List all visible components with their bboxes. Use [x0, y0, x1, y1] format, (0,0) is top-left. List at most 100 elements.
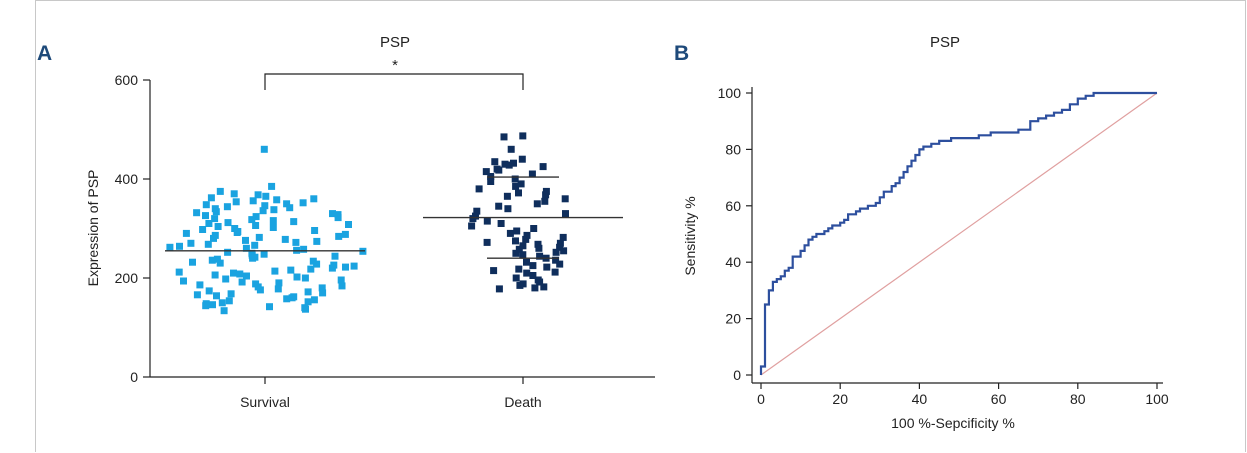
panel-b-y-tick-label: 40 [725, 254, 741, 270]
data-point-survival [193, 291, 201, 299]
panel-a-label: A [37, 42, 52, 65]
data-point-survival [218, 299, 226, 307]
panel-b-x-tick-label: 80 [1070, 391, 1086, 407]
data-point-survival [242, 236, 249, 244]
data-point-survival [236, 270, 244, 278]
panel-b-y-tick-label: 100 [718, 85, 742, 101]
data-point-death [491, 158, 499, 166]
panel-b-y-tick-label: 60 [725, 198, 741, 214]
data-point-survival [300, 245, 308, 253]
data-point-death [469, 215, 477, 223]
panel-b-x-tick-label: 0 [757, 391, 765, 407]
data-point-death [540, 283, 548, 291]
data-point-death [562, 210, 569, 218]
data-point-survival [249, 254, 257, 262]
data-point-survival [328, 264, 336, 272]
data-point-death [503, 192, 511, 200]
data-point-survival [290, 218, 298, 226]
data-point-survival [254, 191, 262, 199]
panel-b-x-tick-label: 40 [912, 391, 928, 407]
figure-frame [35, 0, 1246, 452]
data-point-survival [230, 190, 238, 198]
data-point-survival [311, 227, 319, 234]
panel-a-x-tick-label: Death [504, 394, 541, 410]
data-point-survival [293, 273, 301, 281]
data-point-survival [196, 281, 204, 289]
data-point-survival [310, 296, 318, 304]
panel-b-x-tick-label: 20 [832, 391, 848, 407]
data-point-death [519, 242, 527, 250]
data-point-survival [189, 258, 196, 266]
data-point-death [551, 268, 559, 276]
data-point-death [519, 251, 527, 259]
data-point-survival [301, 274, 309, 282]
data-point-survival [224, 219, 232, 227]
panel-b: B PSP Sensitivity % 100 %-Sepcificity % … [674, 34, 1169, 431]
data-point-survival [302, 305, 309, 313]
data-point-survival [208, 256, 216, 264]
data-point-death [515, 265, 523, 273]
data-point-survival [345, 221, 352, 228]
data-point-survival [216, 259, 224, 267]
data-point-survival [175, 268, 183, 276]
data-point-survival [335, 232, 343, 240]
data-point-death [510, 159, 517, 167]
data-point-survival [292, 238, 300, 246]
data-point-survival [273, 196, 281, 204]
data-point-death [529, 262, 537, 270]
data-point-death [560, 247, 568, 255]
data-point-survival [313, 260, 321, 268]
data-point-survival [342, 263, 349, 271]
data-point-survival [260, 145, 268, 153]
data-point-survival [338, 282, 346, 290]
data-point-survival [260, 250, 268, 258]
data-point-death [556, 243, 564, 251]
data-point-death [523, 269, 531, 277]
panel-b-label: B [674, 42, 689, 65]
data-point-death [475, 185, 483, 193]
data-point-death [483, 238, 491, 246]
data-point-survival [193, 209, 201, 217]
data-point-survival [227, 290, 235, 298]
data-point-survival [204, 240, 212, 248]
data-point-survival [214, 223, 222, 230]
data-point-death [500, 133, 508, 141]
significance-bracket [264, 73, 524, 90]
data-point-survival [216, 187, 224, 195]
data-point-survival [259, 207, 267, 215]
data-point-survival [275, 279, 283, 287]
data-point-survival [205, 287, 213, 295]
data-point-death [495, 202, 503, 210]
panel-a-points [166, 132, 569, 315]
data-point-survival [225, 297, 233, 305]
data-point-survival [304, 288, 312, 296]
data-point-death [495, 285, 503, 293]
data-point-survival [220, 307, 228, 315]
data-point-survival [337, 276, 345, 284]
panel-b-y-tick-label: 0 [733, 367, 741, 383]
data-point-survival [166, 243, 174, 251]
data-point-death [522, 235, 530, 243]
data-point-death [523, 258, 530, 266]
data-point-survival [310, 195, 318, 203]
data-point-death [483, 217, 491, 225]
data-point-survival [187, 239, 195, 247]
data-point-survival [209, 301, 216, 309]
data-point-death [512, 182, 520, 190]
panel-b-x-tick-label: 60 [991, 391, 1007, 407]
data-point-survival [307, 265, 315, 273]
data-point-survival [331, 252, 339, 260]
data-point-survival [182, 229, 190, 237]
data-point-survival [256, 286, 264, 294]
data-point-survival [210, 234, 217, 242]
panel-a-y-tick-label: 0 [130, 369, 138, 385]
data-point-survival [238, 278, 246, 286]
data-point-survival [283, 295, 291, 303]
data-point-survival [350, 262, 358, 270]
panel-b-y-tick-label: 20 [725, 311, 741, 327]
data-point-death [515, 245, 523, 253]
data-point-death [507, 145, 515, 153]
data-point-survival [202, 302, 210, 310]
data-point-survival [262, 192, 270, 200]
